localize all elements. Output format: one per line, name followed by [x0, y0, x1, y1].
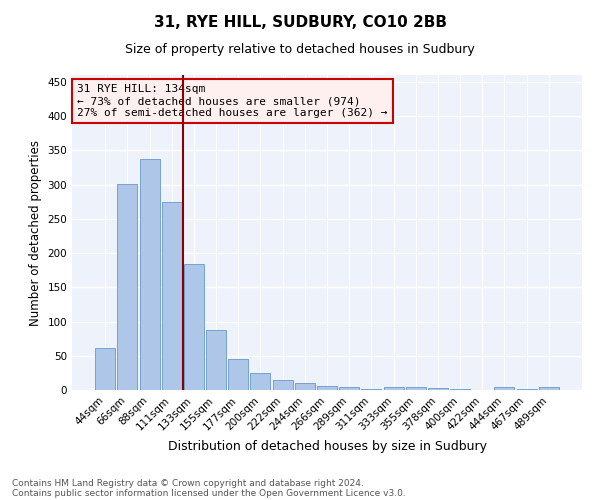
Text: Contains public sector information licensed under the Open Government Licence v3: Contains public sector information licen… [12, 488, 406, 498]
Text: Contains HM Land Registry data © Crown copyright and database right 2024.: Contains HM Land Registry data © Crown c… [12, 478, 364, 488]
X-axis label: Distribution of detached houses by size in Sudbury: Distribution of detached houses by size … [167, 440, 487, 453]
Bar [494, 386, 514, 390]
Bar [295, 383, 315, 390]
Bar [428, 388, 448, 390]
Bar [317, 386, 337, 390]
Bar [206, 330, 226, 390]
Bar [383, 388, 404, 390]
Y-axis label: Number of detached properties: Number of detached properties [29, 140, 42, 326]
Bar [272, 380, 293, 390]
Text: 31 RYE HILL: 134sqm
← 73% of detached houses are smaller (974)
27% of semi-detac: 31 RYE HILL: 134sqm ← 73% of detached ho… [77, 84, 388, 117]
Bar [406, 388, 426, 390]
Bar [184, 264, 204, 390]
Bar [228, 359, 248, 390]
Bar [118, 184, 137, 390]
Text: 31, RYE HILL, SUDBURY, CO10 2BB: 31, RYE HILL, SUDBURY, CO10 2BB [154, 15, 446, 30]
Bar [140, 158, 160, 390]
Text: Size of property relative to detached houses in Sudbury: Size of property relative to detached ho… [125, 42, 475, 56]
Bar [539, 388, 559, 390]
Bar [339, 386, 359, 390]
Bar [95, 348, 115, 390]
Bar [162, 202, 182, 390]
Bar [250, 373, 271, 390]
